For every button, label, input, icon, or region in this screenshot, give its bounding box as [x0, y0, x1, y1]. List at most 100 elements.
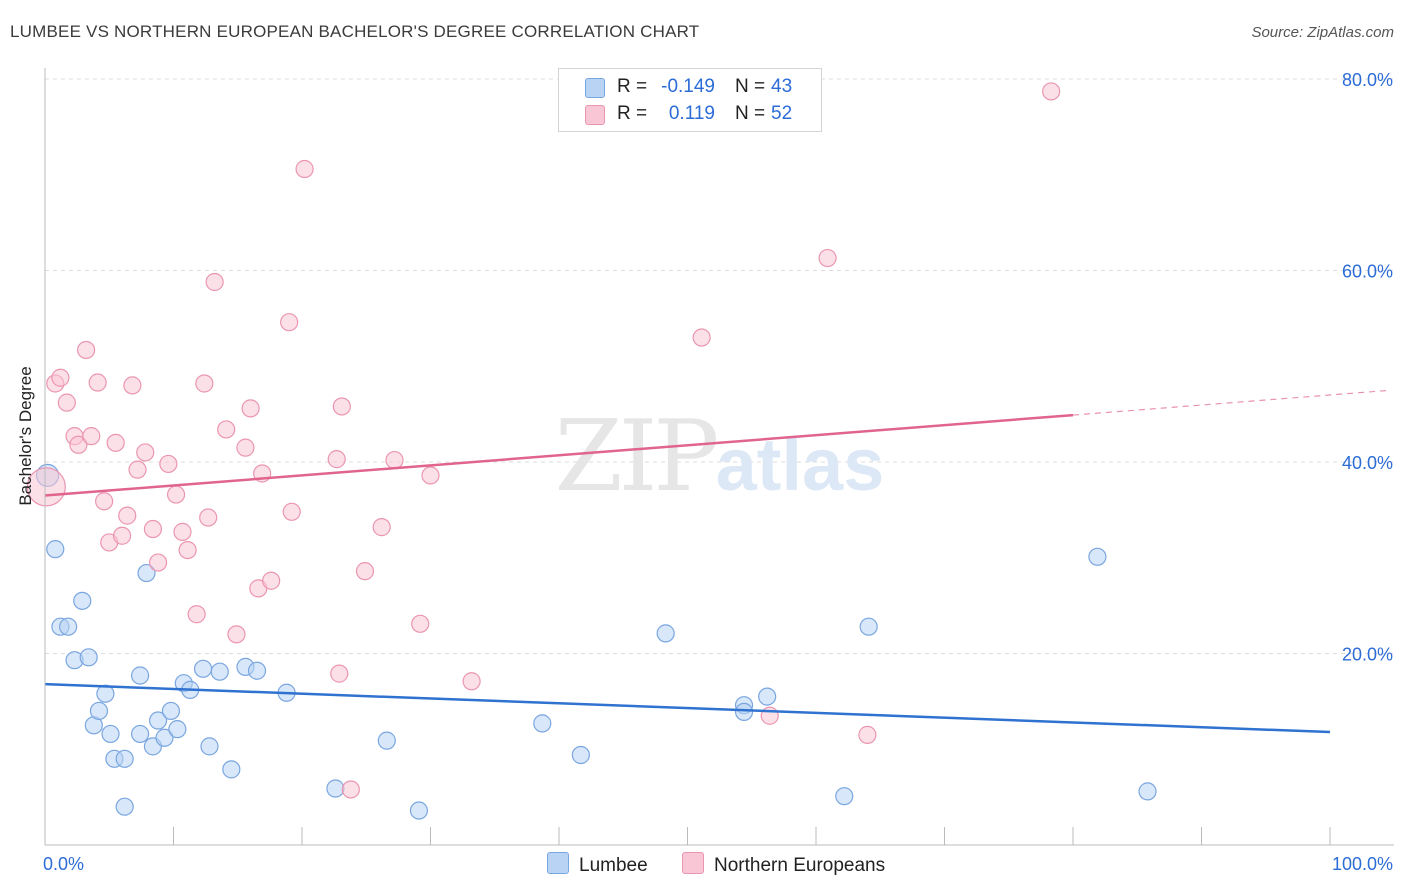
- lumbee-point: [130, 666, 150, 685]
- northern-europeans-point: [262, 571, 281, 590]
- northern-europeans-point: [330, 664, 349, 683]
- northern-europeans-point: [106, 433, 125, 452]
- northern-europeans-point: [858, 725, 877, 744]
- northern-europeans-point: [372, 518, 391, 537]
- y-axis-label: Bachelor's Degree: [16, 366, 35, 506]
- legend-r-value: -0.149: [661, 76, 715, 97]
- lumbee-legend-label: Lumbee: [579, 855, 648, 876]
- bottom-legend-lumbee: Lumbee: [547, 852, 648, 877]
- northern-europeans-trend-line: [44, 413, 1074, 497]
- legend-r-value: 0.119: [668, 103, 715, 124]
- northern-europeans-point: [95, 492, 114, 511]
- northern-europeans-point: [118, 506, 137, 525]
- northern-europeans-point: [159, 454, 178, 474]
- lumbee-point: [59, 617, 78, 636]
- grid-layer: [45, 78, 1394, 654]
- northern-europeans-point: [385, 450, 404, 470]
- legend-n-label: N =: [735, 103, 766, 124]
- northern-europeans-point: [143, 519, 163, 539]
- y-tick-label: 20.0%: [1342, 645, 1393, 665]
- lumbee-point: [130, 724, 150, 744]
- northern-europeans-point: [411, 614, 430, 633]
- northern-europeans-point: [136, 443, 155, 462]
- northern-europeans-point: [332, 397, 351, 416]
- northern-europeans-point: [112, 526, 132, 545]
- northern-europeans-point: [355, 562, 375, 581]
- northern-europeans-legend-label: Northern Europeans: [714, 855, 886, 876]
- legend-n-value: 43: [771, 76, 793, 97]
- lumbee-trend-line: [44, 682, 1331, 734]
- y-tick-label: 40.0%: [1342, 453, 1393, 473]
- northern-europeans-point: [818, 248, 837, 268]
- northern-europeans-point: [123, 376, 142, 395]
- lumbee-point: [101, 724, 120, 744]
- legend-r-label: R =: [617, 103, 648, 124]
- northern-europeans-point: [236, 438, 255, 457]
- northern-europeans-point: [178, 540, 197, 560]
- northern-europeans-point: [205, 272, 224, 292]
- northern-europeans-point: [341, 780, 360, 799]
- lumbee-point: [115, 749, 134, 768]
- lumbee-point: [758, 687, 777, 706]
- lumbee-swatch: [585, 78, 605, 98]
- northern-europeans-swatch: [585, 105, 605, 125]
- northern-europeans-point: [280, 313, 299, 332]
- lumbee-point: [148, 711, 168, 730]
- northern-europeans-legend-swatch: [682, 852, 704, 874]
- northern-europeans-point: [462, 672, 481, 691]
- lumbee-point: [200, 737, 219, 756]
- chart-title: LUMBEE VS NORTHERN EUROPEAN BACHELOR'S D…: [10, 22, 700, 41]
- lumbee-point: [137, 563, 156, 583]
- lumbee-point: [247, 661, 267, 680]
- correlation-legend: R = -0.149 N = 43 R = 0.119 N = 52: [558, 68, 822, 132]
- lumbee-point: [835, 787, 854, 806]
- northern-europeans-point: [421, 466, 440, 485]
- source-label: Source: ZipAtlas.com: [1251, 24, 1394, 41]
- northern-europeans-point: [199, 508, 218, 527]
- lumbee-point: [326, 779, 345, 798]
- points-layer: [26, 82, 1157, 820]
- northern-europeans-point: [148, 553, 168, 572]
- x-tick-label: 100.0%: [1332, 854, 1393, 874]
- lumbee-point: [656, 624, 675, 643]
- northern-europeans-trend-extension: [1072, 389, 1391, 416]
- northern-europeans-point: [327, 450, 346, 469]
- northern-europeans-point: [227, 625, 246, 644]
- northern-europeans-point: [26, 467, 66, 507]
- legend-n-label: N =: [735, 76, 766, 97]
- svg-text:ZIP: ZIP: [555, 400, 717, 514]
- lumbee-point: [734, 702, 754, 722]
- lumbee-point: [161, 701, 181, 721]
- northern-europeans-point: [241, 399, 260, 418]
- lumbee-point: [1138, 782, 1157, 801]
- lumbee-point: [210, 662, 229, 681]
- legend-n-value: 52: [771, 103, 793, 124]
- lumbee-point: [571, 745, 590, 765]
- lumbee-point: [1088, 547, 1107, 566]
- northern-europeans-point: [57, 393, 76, 412]
- northern-europeans-point: [187, 605, 206, 624]
- northern-europeans-point: [1042, 82, 1061, 101]
- lumbee-point: [377, 731, 396, 750]
- lumbee-legend-swatch: [547, 852, 569, 874]
- northern-europeans-point: [51, 368, 70, 387]
- lumbee-point: [533, 714, 552, 733]
- northern-europeans-point: [166, 485, 186, 504]
- northern-europeans-point: [69, 435, 88, 454]
- northern-europeans-point: [77, 340, 96, 360]
- lumbee-point: [859, 617, 878, 636]
- lumbee-point: [73, 591, 92, 610]
- lumbee-point: [79, 648, 98, 667]
- northern-europeans-point: [195, 374, 214, 393]
- lumbee-point: [222, 760, 241, 779]
- lumbee-point: [193, 659, 213, 678]
- x-tick-label: 0.0%: [43, 854, 84, 874]
- trend-layer: [44, 389, 1391, 734]
- bottom-legend-northern-europeans: Northern Europeans: [682, 852, 885, 877]
- northern-europeans-point: [128, 460, 147, 479]
- northern-europeans-point: [82, 427, 101, 446]
- northern-europeans-point: [173, 522, 192, 541]
- northern-europeans-point: [692, 328, 711, 347]
- northern-europeans-point: [282, 502, 301, 521]
